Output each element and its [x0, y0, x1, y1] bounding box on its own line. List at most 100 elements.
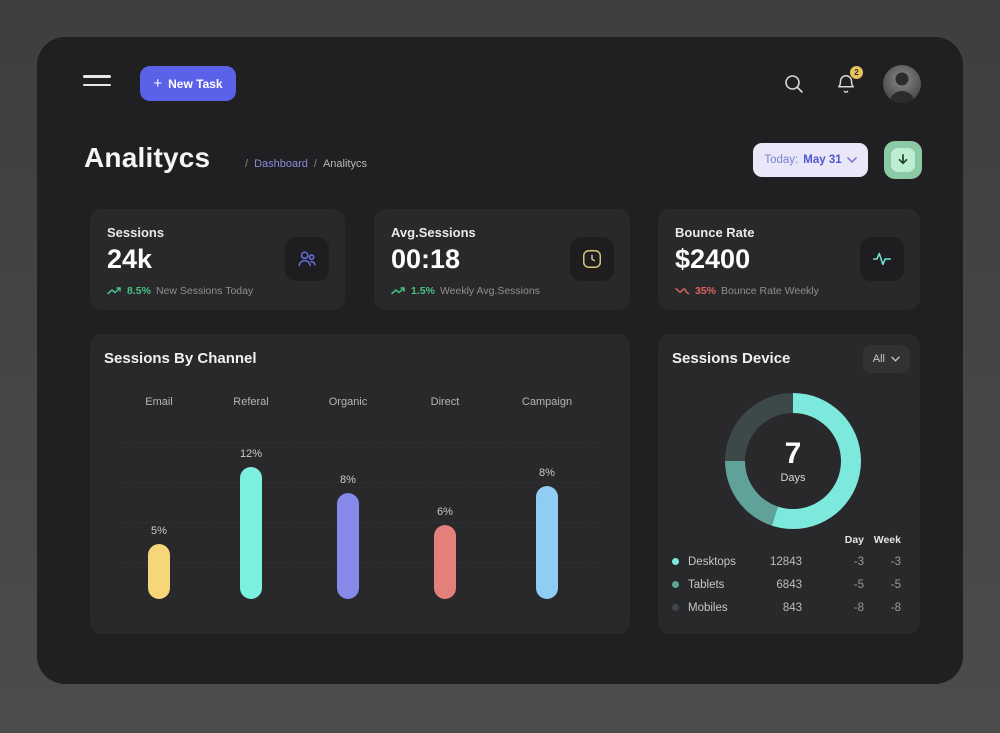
- device-day-delta: -5: [853, 578, 864, 591]
- device-filter-value: All: [872, 353, 885, 365]
- new-task-button[interactable]: + New Task: [140, 66, 236, 101]
- bar: [148, 544, 170, 599]
- sessions-by-channel-card: Sessions By Channel Email Referal Organi…: [90, 334, 630, 634]
- bar: [536, 486, 558, 599]
- device-donut-center: 7 Days: [745, 413, 841, 509]
- device-value: 843: [782, 601, 802, 614]
- bar-value-label: 12%: [239, 448, 263, 460]
- stat-description: Weekly Avg.Sessions: [439, 285, 540, 297]
- users-icon: [298, 251, 316, 267]
- device-name: Mobiles: [688, 601, 728, 614]
- breadcrumb-link-dashboard[interactable]: Dashboard: [254, 158, 308, 170]
- segment-dot: [672, 581, 679, 588]
- device-donut-ring: 7 Days: [725, 393, 861, 529]
- stat-icon-container: [860, 237, 904, 281]
- bar-value-label: 6%: [437, 506, 453, 518]
- notifications-button[interactable]: 2: [831, 66, 863, 100]
- stat-value: 24k: [107, 244, 153, 274]
- device-week-delta: -8: [890, 601, 901, 614]
- trend-up-icon: [391, 287, 405, 295]
- legend-label: Email: [145, 396, 173, 408]
- download-button[interactable]: [884, 141, 922, 179]
- gridline: [120, 562, 600, 563]
- channel-chart-title: Sessions By Channel: [104, 350, 257, 367]
- download-inner-square: [891, 148, 915, 172]
- bar: [434, 525, 456, 599]
- bar-value-label: 8%: [340, 474, 356, 486]
- bar-campaign: 8%: [517, 467, 577, 599]
- legend-item-email: Email: [114, 386, 204, 408]
- legend-item-direct: Direct: [400, 386, 490, 408]
- person-silhouette-icon: [889, 72, 915, 103]
- device-row-desktops: Desktops 12843 -3 -3: [672, 550, 908, 573]
- device-day-delta: -3: [853, 555, 864, 568]
- bar-referal: 12%: [221, 448, 281, 599]
- legend-item-organic: Organic: [303, 386, 393, 408]
- stat-icon-container: [570, 237, 614, 281]
- stat-description: Bounce Rate Weekly: [721, 285, 819, 297]
- device-table-header: Day Week: [672, 532, 908, 548]
- user-avatar[interactable]: [883, 65, 921, 103]
- donut-center-label: Days: [780, 471, 806, 484]
- breadcrumb-separator: /: [245, 158, 249, 170]
- device-week-delta: -5: [890, 578, 901, 591]
- legend-label: Referal: [233, 396, 269, 408]
- trend-down-icon: [675, 288, 690, 295]
- donut-center-value: 7: [784, 436, 802, 470]
- device-breakdown-table: Day Week Desktops 12843 -3 -3 Tablets 68…: [672, 532, 908, 619]
- device-row-mobiles: Mobiles 843 -8 -8: [672, 596, 908, 619]
- legend-label: Organic: [328, 396, 368, 408]
- stat-label: Avg.Sessions: [391, 225, 476, 240]
- stat-label: Bounce Rate: [675, 225, 755, 240]
- page-title: Analitycs: [84, 142, 211, 173]
- search-icon: [785, 74, 803, 93]
- breadcrumb-separator: /: [313, 158, 317, 170]
- gridline: [120, 482, 600, 483]
- stat-icon-container: [285, 237, 329, 281]
- date-filter-prefix: Today:: [764, 154, 799, 166]
- device-row-tablets: Tablets 6843 -5 -5: [672, 573, 908, 596]
- legend-item-campaign: Campaign: [502, 386, 592, 408]
- new-task-label: New Task: [168, 76, 223, 91]
- legend-item-referal: Referal: [206, 386, 296, 408]
- segment-dot: [672, 604, 679, 611]
- legend-label: Campaign: [521, 396, 573, 408]
- column-header-week: Week: [873, 534, 901, 546]
- bar-value-label: 8%: [539, 467, 555, 479]
- device-value: 6843: [776, 578, 802, 591]
- legend-label: Direct: [430, 396, 460, 408]
- date-filter-button[interactable]: Today: May 31: [753, 143, 868, 177]
- activity-pulse-icon: [872, 252, 892, 266]
- download-arrow-icon: [898, 154, 908, 165]
- bar-direct: 6%: [415, 506, 475, 599]
- bar-organic: 8%: [318, 474, 378, 599]
- stat-value: 00:18: [391, 244, 461, 274]
- bar-email: 5%: [129, 525, 189, 599]
- device-day-delta: -8: [853, 601, 864, 614]
- device-filter-dropdown[interactable]: All: [862, 345, 910, 373]
- plus-icon: +: [153, 75, 163, 92]
- device-week-delta: -3: [890, 555, 901, 568]
- device-name: Tablets: [688, 578, 725, 591]
- stat-card-sessions: Sessions 24k 8.5% New Sessions Today: [90, 209, 345, 310]
- hamburger-menu-icon[interactable]: [83, 75, 111, 92]
- stat-percent: 1.5%: [411, 285, 435, 297]
- device-value: 12843: [770, 555, 802, 568]
- breadcrumb: / Dashboard / Analitycs: [245, 158, 367, 170]
- clock-icon: [583, 250, 601, 268]
- bar: [240, 467, 262, 599]
- gridline: [120, 442, 600, 443]
- stat-label: Sessions: [107, 225, 165, 240]
- column-header-day: Day: [844, 534, 864, 546]
- bell-icon: [837, 74, 855, 93]
- sessions-device-card: Sessions Device All 7 Days Day Week Desk…: [658, 334, 920, 634]
- stat-percent: 8.5%: [127, 285, 151, 297]
- bar-value-label: 5%: [151, 525, 167, 537]
- chevron-down-icon: [891, 356, 900, 362]
- device-chart-title: Sessions Device: [672, 350, 791, 367]
- stat-description: New Sessions Today: [155, 285, 254, 297]
- segment-dot: [672, 558, 679, 565]
- search-button[interactable]: [781, 72, 807, 98]
- date-filter-value: May 31: [803, 154, 842, 166]
